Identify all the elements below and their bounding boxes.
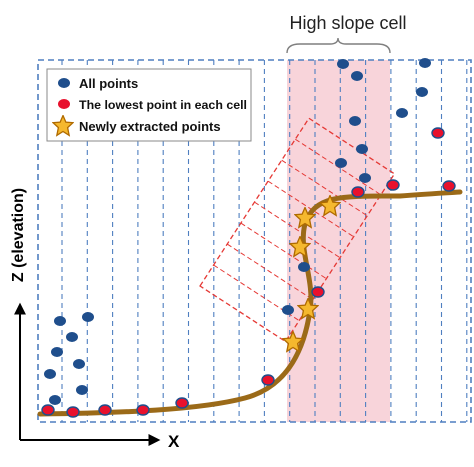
data-point-blue (298, 262, 310, 272)
high-slope-title: High slope cell (289, 13, 406, 33)
data-point-red (66, 406, 80, 418)
legend-box (46, 68, 252, 142)
data-point-blue (66, 332, 78, 342)
data-point-blue (44, 369, 56, 379)
data-point-blue (351, 71, 363, 81)
data-point-blue (51, 347, 63, 357)
data-point-blue (359, 173, 371, 183)
data-point-red (41, 404, 55, 416)
data-point-red (386, 179, 400, 191)
rotated-grid-line (240, 222, 327, 280)
data-point-blue (356, 144, 368, 154)
all-points (44, 58, 431, 405)
legend-blue-dot (58, 78, 70, 88)
z-axis-label: Z (elevation) (10, 188, 27, 282)
legend-red-dot (58, 99, 70, 109)
data-point-blue (419, 58, 431, 68)
rotated-grid-line (226, 243, 314, 301)
data-point-red (351, 186, 365, 198)
data-point-blue (335, 158, 347, 168)
legend-label-new-points: Newly extracted points (79, 119, 221, 134)
legend-label-lowest-point: The lowest point in each cell (79, 98, 247, 112)
data-point-blue (73, 359, 85, 369)
data-point-red (98, 404, 112, 416)
data-point-blue (54, 316, 66, 326)
legend-label-all-points: All points (79, 76, 138, 91)
lowest-points (41, 127, 456, 418)
x-axis-label: X (168, 432, 180, 451)
data-point-red (311, 286, 325, 298)
grid-lines (61, 60, 468, 422)
data-point-red (261, 374, 275, 386)
data-point-red (442, 180, 456, 192)
legend: All points The lowest point in each cell… (46, 68, 252, 142)
rotated-grid-line (281, 159, 368, 217)
data-point-blue (416, 87, 428, 97)
data-point-blue (76, 385, 88, 395)
data-point-blue (349, 116, 361, 126)
study-area-frame (37, 59, 472, 423)
data-point-blue (396, 108, 408, 118)
terrain-curve (37, 189, 463, 417)
data-point-blue (337, 59, 349, 69)
data-point-red (136, 404, 150, 416)
data-point-blue (82, 312, 94, 322)
data-point-red (431, 127, 445, 139)
high-slope-brace (286, 37, 391, 54)
data-point-blue (49, 395, 61, 405)
data-point-red (175, 397, 189, 409)
data-point-blue (282, 305, 294, 315)
